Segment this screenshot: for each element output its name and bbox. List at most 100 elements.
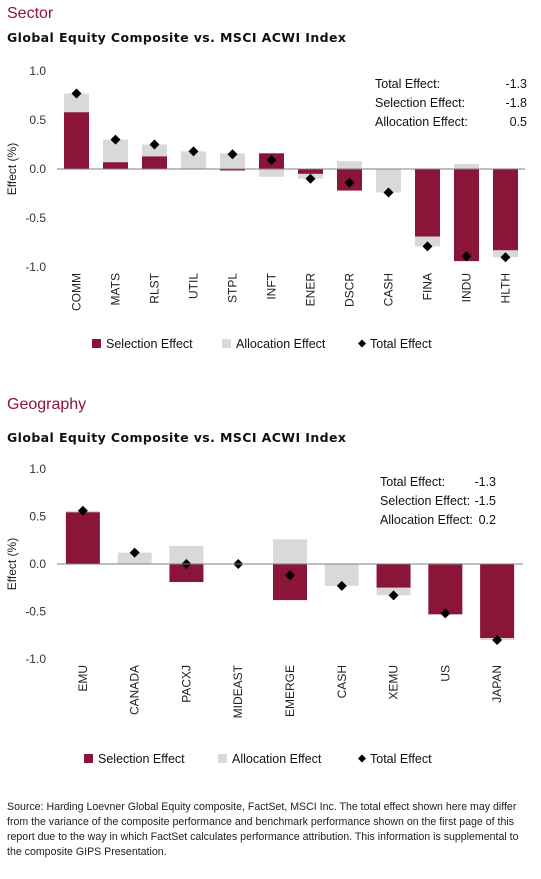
total-effect-marker-emerge xyxy=(285,570,295,581)
category-label: PACXJ xyxy=(179,665,193,703)
source-note: Source: Harding Loevner Global Equity co… xyxy=(7,801,519,858)
total-effect-marker-japan xyxy=(492,635,503,645)
legend-selection-swatch xyxy=(92,339,101,348)
total-effect-marker-mats xyxy=(110,134,121,145)
category-label: UTIL xyxy=(187,273,201,299)
allocation-bar-indu xyxy=(454,164,479,169)
total-effect-marker-inft xyxy=(266,155,277,166)
y-tick-label: 1.0 xyxy=(29,64,46,78)
category-label: HLTH xyxy=(499,273,513,303)
sector-attribution-chart: 1.0 0.5 0.0 -0.5 -1.0 Effect (%) COMM MATS RLST U… xyxy=(5,64,527,351)
summary-value: -1.5 xyxy=(474,494,496,508)
total-effect-marker-cash xyxy=(336,580,347,591)
sector-heading: Sector xyxy=(7,5,54,22)
summary-label: Allocation Effect: xyxy=(380,513,473,527)
total-effect-marker-emu xyxy=(77,505,88,516)
category-label: US xyxy=(438,665,452,682)
allocation-bar-util xyxy=(181,151,206,169)
selection-bar-us xyxy=(428,564,463,615)
total-effect-marker-indu xyxy=(461,251,472,262)
summary-label: Total Effect: xyxy=(380,475,445,489)
y-tick-label: -0.5 xyxy=(25,605,46,619)
total-effect-marker-util xyxy=(188,146,199,157)
selection-bar-mats xyxy=(103,162,128,169)
legend-total-swatch xyxy=(358,339,366,348)
selection-bar-indu xyxy=(454,169,479,262)
selection-bar-emerge xyxy=(273,564,307,601)
geography-attribution-chart: 1.0 0.5 0.0 -0.5 -1.0 Effect (%) EMU CANADA PACX… xyxy=(5,462,523,766)
summary-value: -1.3 xyxy=(505,77,527,91)
selection-bar-japan xyxy=(480,564,515,639)
y-tick-label: -0.5 xyxy=(25,211,46,225)
summary-value: -1.8 xyxy=(505,96,527,110)
category-label: JAPAN xyxy=(490,665,504,703)
category-label: FINA xyxy=(421,273,435,300)
total-effect-marker-dscr xyxy=(344,177,355,188)
total-effect-marker-comm xyxy=(71,88,82,99)
selection-bar-fina xyxy=(415,169,440,237)
y-tick-label: 1.0 xyxy=(29,462,46,476)
category-label: COMM xyxy=(70,273,84,311)
allocation-bar-inft xyxy=(259,169,284,177)
selection-bar-rlst xyxy=(142,156,167,169)
category-label: EMERGE xyxy=(283,665,297,717)
selection-bar-hlth xyxy=(493,169,518,251)
allocation-bar-comm xyxy=(64,93,89,113)
allocation-bar-mats xyxy=(103,139,128,163)
category-label: EMU xyxy=(76,665,90,692)
selection-bar-xemu xyxy=(376,564,411,588)
allocation-bar-stpl xyxy=(220,153,245,169)
total-effect-marker-stpl xyxy=(227,149,238,160)
legend-allocation-label: Allocation Effect xyxy=(236,337,326,351)
total-effect-marker-cash xyxy=(383,187,394,198)
allocation-bar-pacxj xyxy=(169,545,204,564)
sector-chart-title: Global Equity Composite vs. MSCI ACWI In… xyxy=(7,30,347,45)
y-tick-label: -1.0 xyxy=(25,260,46,274)
selection-bar-pacxj xyxy=(169,564,204,583)
total-effect-marker-xemu xyxy=(388,590,399,601)
allocation-bar-cash xyxy=(376,169,401,193)
legend-total-label: Total Effect xyxy=(370,752,432,766)
total-effect-marker-ener xyxy=(305,173,316,184)
category-label: XEMU xyxy=(387,665,401,700)
legend-selection-swatch xyxy=(84,754,93,763)
category-label: INFT xyxy=(265,272,279,299)
y-tick-label: -1.0 xyxy=(25,652,46,666)
legend-allocation-swatch xyxy=(222,339,231,348)
allocation-bar-emerge xyxy=(273,539,307,564)
summary-label: Total Effect: xyxy=(375,77,440,91)
y-tick-label: 0.5 xyxy=(29,113,46,127)
summary-label: Allocation Effect: xyxy=(375,115,468,129)
summary-value: 0.2 xyxy=(479,513,496,527)
y-axis-label: Effect (%) xyxy=(5,538,19,590)
y-tick-label: 0.0 xyxy=(29,557,46,571)
selection-bar-ener xyxy=(298,169,323,174)
total-effect-marker-hlth xyxy=(500,252,511,263)
legend-allocation-swatch xyxy=(218,754,227,763)
allocation-bar-canada xyxy=(117,552,152,564)
category-label: INDU xyxy=(460,273,474,302)
summary-label: Selection Effect: xyxy=(380,494,470,508)
total-effect-marker-canada xyxy=(129,547,140,558)
category-label: MATS xyxy=(109,273,123,305)
summary-label: Selection Effect: xyxy=(375,96,465,110)
geography-heading: Geography xyxy=(7,396,87,413)
selection-bar-emu xyxy=(65,511,100,564)
total-effect-marker-rlst xyxy=(149,139,160,150)
legend-total-swatch xyxy=(358,754,366,763)
summary-value: 0.5 xyxy=(510,115,527,129)
total-effect-marker-us xyxy=(440,608,451,619)
total-effect-marker-fina xyxy=(422,241,433,252)
legend-allocation-label: Allocation Effect xyxy=(232,752,322,766)
selection-bar-stpl xyxy=(220,169,245,171)
legend-total-label: Total Effect xyxy=(370,337,432,351)
category-label: MIDEAST xyxy=(231,664,245,718)
geography-chart-title: Global Equity Composite vs. MSCI ACWI In… xyxy=(7,430,347,445)
legend-selection-label: Selection Effect xyxy=(98,752,185,766)
category-label: CANADA xyxy=(128,665,142,715)
category-label: CASH xyxy=(335,665,349,698)
y-axis-label: Effect (%) xyxy=(5,143,19,195)
allocation-bar-dscr xyxy=(337,161,362,169)
allocation-bar-rlst xyxy=(142,144,167,157)
category-label: DSCR xyxy=(343,273,357,307)
